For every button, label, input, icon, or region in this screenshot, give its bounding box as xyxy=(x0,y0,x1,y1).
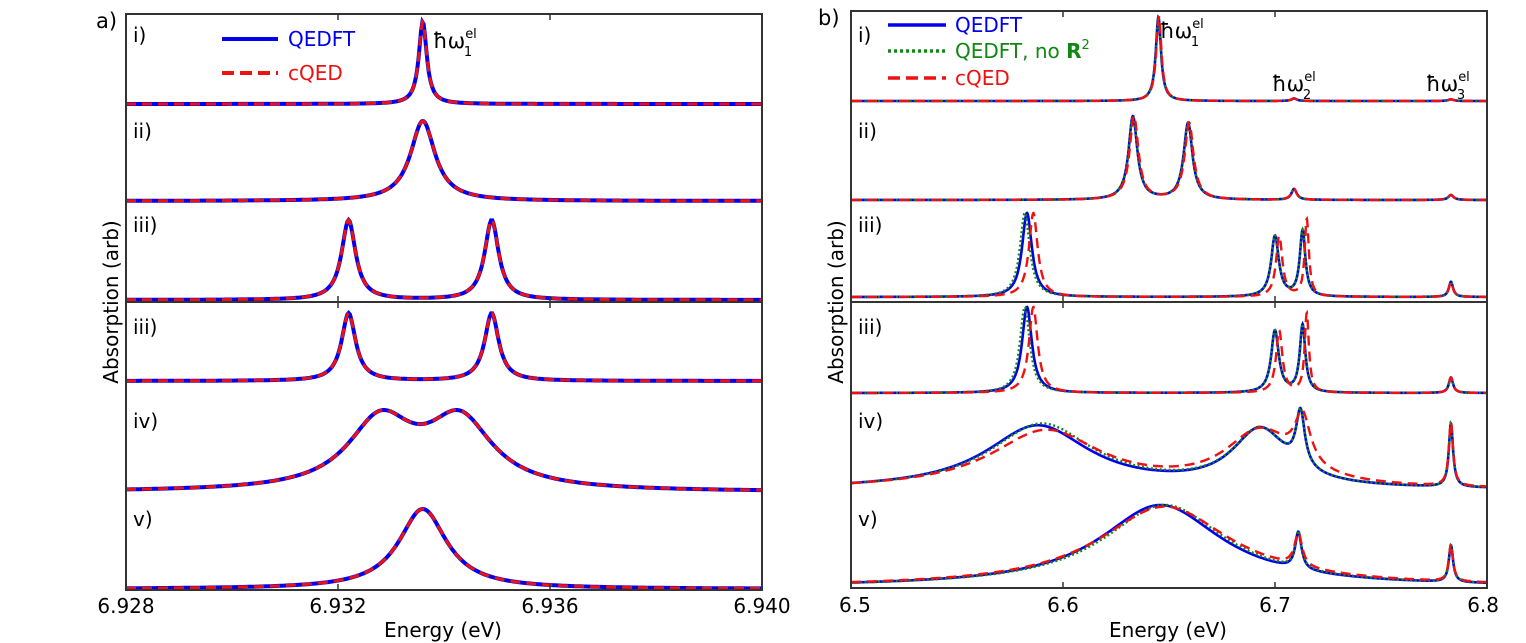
panel-a: a) Absorption (arb) Energy (eV) 6.928 6.9… xyxy=(96,9,791,642)
x-tick-label-a-2: 6.936 xyxy=(521,594,578,618)
peak-annotation-sub-a: 1 xyxy=(464,45,472,60)
peak-annotation-b2-sup: el xyxy=(1304,70,1316,85)
cqed-line-a-1-2 xyxy=(126,119,762,203)
qedft-line-b-1-3 xyxy=(851,211,1487,299)
trace-label-b-2-1: iii) xyxy=(858,315,882,339)
legend-label-qedft-a: QEDFT xyxy=(288,27,356,51)
panel-label-b: b) xyxy=(818,6,840,30)
x-tick-label-b-1: 6.6 xyxy=(1047,593,1079,617)
legend-label-nor2-b: QEDFT, no R2 xyxy=(955,38,1090,63)
x-axis-label-a: Energy (eV) xyxy=(384,618,502,642)
trace-label-a-2-1: iii) xyxy=(133,315,157,339)
trace-label-b-2-2: iv) xyxy=(858,409,883,433)
qedft-line-b-2-2 xyxy=(851,406,1487,489)
peak-annotation-main-a: ħω xyxy=(433,29,465,53)
peak-annotation-b2-main: ħω xyxy=(1272,72,1304,96)
plot-area-b xyxy=(851,14,1487,585)
cqed-line-b-1-3 xyxy=(851,211,1487,299)
peak-annotation-b3: ħωel 3 xyxy=(1426,70,1470,103)
plot-area-a xyxy=(126,16,762,590)
legend-label-nor2-text: QEDFT, no xyxy=(955,39,1066,63)
trace-label-a-1-3: iii) xyxy=(133,213,157,237)
cqed-line-a-2-2 xyxy=(126,408,762,492)
peak-annotation-b2-sub: 2 xyxy=(1303,88,1311,103)
x-tick-label-b-3: 6.8 xyxy=(1467,593,1499,617)
x-ticks-a: 6.928 6.932 6.936 6.940 xyxy=(97,14,791,618)
trace-label-b-1-1: i) xyxy=(858,23,871,47)
cqed-line-b-2-2 xyxy=(851,409,1487,488)
trace-label-b-1-3: iii) xyxy=(858,213,882,237)
y-axis-label-a: Absorption (arb) xyxy=(99,220,123,383)
trace-label-a-1-2: ii) xyxy=(133,119,152,143)
legend-label-cqed-a: cQED xyxy=(288,61,343,85)
legend-a: QEDFT cQED xyxy=(222,27,356,85)
cqed-line-b-1-2 xyxy=(851,114,1487,202)
trace-label-a-2-2: iv) xyxy=(133,409,158,433)
legend-label-qedft-b: QEDFT xyxy=(955,13,1023,37)
nor2-line-b-1-3 xyxy=(851,211,1487,299)
block-a-1 xyxy=(126,16,762,302)
x-tick-label-b-0: 6.5 xyxy=(839,593,871,617)
panel-b: b) Absorption (arb) Energy (eV) 6.5 6.6 6.… xyxy=(818,6,1499,642)
qedft-line-b-2-1 xyxy=(851,305,1487,395)
peak-annotation-b1-sub: 1 xyxy=(1191,35,1199,50)
y-axis-label-b: Absorption (arb) xyxy=(824,220,848,383)
block-a-2 xyxy=(126,309,762,590)
x-tick-label-a-1: 6.932 xyxy=(309,594,366,618)
trace-labels-b: i) ii) iii) iii) iv) v) xyxy=(858,23,883,531)
cqed-line-a-1-1 xyxy=(126,17,762,106)
peak-annotation-a: ħωel 1 xyxy=(433,27,477,60)
top-frame-a xyxy=(125,13,763,303)
legend-label-cqed-b: cQED xyxy=(955,66,1010,90)
legend-label-nor2-sup: 2 xyxy=(1082,38,1090,53)
cqed-line-b-2-1 xyxy=(851,305,1487,395)
peak-annotation-b3-sub: 3 xyxy=(1457,88,1465,103)
trace-labels-a: i) ii) iii) iii) iv) v) xyxy=(133,23,158,531)
qedft-line-b-2-3 xyxy=(851,503,1487,585)
trace-label-a-2-3: v) xyxy=(133,507,153,531)
peak-annotation-b2: ħωel 2 xyxy=(1272,70,1316,103)
cqed-line-a-2-1 xyxy=(126,310,762,383)
trace-label-a-1-1: i) xyxy=(133,23,146,47)
qedft-line-a-2-2 xyxy=(126,408,762,493)
peak-annotation-b1: ħωel 1 xyxy=(1160,17,1204,50)
legend-label-nor2-bold: R xyxy=(1066,39,1081,63)
peak-annotation-b3-sup: el xyxy=(1458,70,1470,85)
cqed-line-b-1-1 xyxy=(851,15,1487,103)
x-ticks-b: 6.5 6.6 6.7 6.8 xyxy=(839,11,1499,617)
x-tick-label-a-0: 6.928 xyxy=(97,594,154,618)
legend-b: QEDFT QEDFT, no R2 cQED xyxy=(888,13,1090,90)
qedft-line-a-2-3 xyxy=(126,506,762,590)
trace-label-b-2-3: v) xyxy=(858,507,878,531)
panel-label-a: a) xyxy=(96,9,117,33)
block-b-1 xyxy=(851,14,1487,299)
x-tick-label-b-2: 6.7 xyxy=(1259,593,1291,617)
nor2-line-b-1-2 xyxy=(851,114,1487,202)
nor2-line-b-2-3 xyxy=(851,503,1487,584)
peak-annotation-b1-main: ħω xyxy=(1160,19,1192,43)
trace-label-b-1-2: ii) xyxy=(858,119,877,143)
qedft-line-b-1-2 xyxy=(851,114,1487,202)
nor2-line-b-2-2 xyxy=(851,406,1487,489)
nor2-line-b-2-1 xyxy=(851,305,1487,395)
qedft-line-a-1-2 xyxy=(126,118,762,203)
cqed-line-a-2-3 xyxy=(126,507,762,590)
peak-annotation-b3-main: ħω xyxy=(1426,72,1458,96)
peak-annotation-b1-sup: el xyxy=(1192,17,1204,32)
block-b-2 xyxy=(851,305,1487,585)
top-frame-b xyxy=(850,10,1488,303)
cqed-line-a-1-3 xyxy=(126,217,762,302)
qedft-line-a-1-3 xyxy=(126,216,762,302)
bottom-frame-a xyxy=(125,301,763,591)
x-axis-label-b: Energy (eV) xyxy=(1109,618,1227,642)
x-tick-label-a-3: 6.940 xyxy=(733,594,790,618)
qedft-line-a-2-1 xyxy=(126,309,762,383)
peak-annotation-sup-a: el xyxy=(465,27,477,42)
bottom-frame-b xyxy=(850,301,1488,589)
cqed-line-b-2-3 xyxy=(851,505,1487,584)
